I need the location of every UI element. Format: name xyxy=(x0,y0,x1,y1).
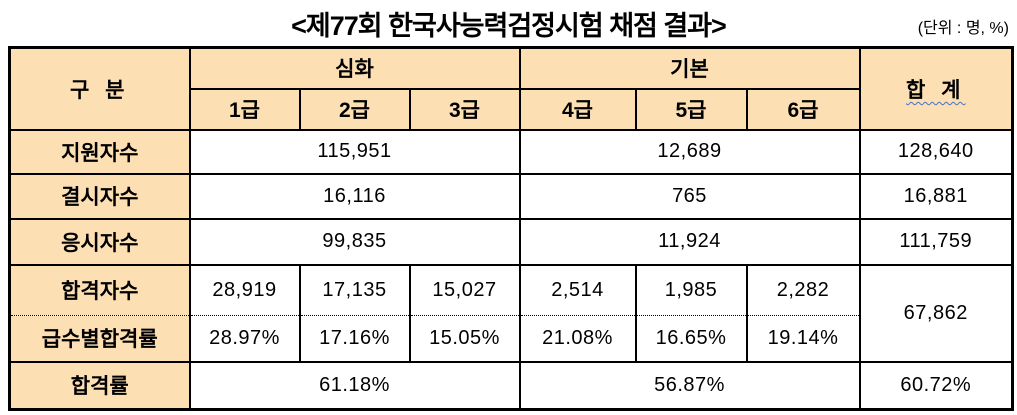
group-header-gibon: 기본 xyxy=(518,46,861,90)
passers-grade-5: 1,985 xyxy=(634,263,748,316)
group-header-row: 구 분 심화 기본 합 계 xyxy=(8,46,1014,131)
passers-grade-3: 15,027 xyxy=(408,263,521,316)
examinees-simhwa: 99,835 xyxy=(188,217,521,266)
page-title: <제77회 한국사능력검정시험 채점 결과> xyxy=(291,11,727,41)
passers-grade-1: 28,919 xyxy=(188,263,301,316)
pass-rate-grade-1: 28.97% xyxy=(188,315,301,363)
pass-rate-simhwa: 61.18% xyxy=(188,360,521,411)
pass-rate-grade-4: 21.08% xyxy=(518,315,637,363)
table-row-examinees: 응시자수 99,835 11,924 111,759 xyxy=(8,217,1014,266)
corner-header: 구 분 xyxy=(8,46,191,131)
col-header-grade-3: 3급 xyxy=(408,87,521,131)
passers-grade-4: 2,514 xyxy=(518,263,637,316)
table-row-pass-rate-by-grade: 급수별합격률 28.97% 17.16% 15.05% 21.08% 16.65… xyxy=(8,315,1013,363)
absentees-total: 16,881 xyxy=(858,172,1014,220)
table-row-passers: 합격자수 28,919 17,135 15,027 2,514 1,985 2,… xyxy=(8,263,1014,363)
row-label-examinees: 응시자수 xyxy=(8,217,191,266)
applicants-total: 128,640 xyxy=(858,128,1014,175)
col-header-grade-6: 6급 xyxy=(745,87,861,131)
col-header-grade-5: 5급 xyxy=(634,87,748,131)
pass-rate-grade-6: 19.14% xyxy=(745,315,861,363)
row-label-absentees: 결시자수 xyxy=(8,172,191,220)
table-row-applicants: 지원자수 115,951 12,689 128,640 xyxy=(8,128,1014,175)
passers-grade-2: 17,135 xyxy=(298,263,411,316)
table-row-absentees: 결시자수 16,116 765 16,881 xyxy=(8,172,1014,220)
total-header: 합 계 xyxy=(858,46,1014,131)
pass-rate-gibon: 56.87% xyxy=(518,360,861,411)
pass-rate-grade-2: 17.16% xyxy=(298,315,411,363)
examinees-gibon: 11,924 xyxy=(518,217,861,266)
pass-rate-grade-3: 15.05% xyxy=(408,315,521,363)
title-row: <제77회 한국사능력검정시험 채점 결과> xyxy=(0,4,1017,43)
row-label-pass-rate-by-grade: 급수별합격률 xyxy=(8,315,191,363)
results-table: 구 분 심화 기본 합 계 1급 2급 3급 4급 5급 6급 지원자수 115… xyxy=(8,46,1014,411)
col-header-grade-4: 4급 xyxy=(518,87,637,131)
total-header-label: 합 계 xyxy=(906,78,966,102)
grade-header-row: 1급 2급 3급 4급 5급 6급 xyxy=(10,87,1013,131)
group-header-simhwa: 심화 xyxy=(188,46,521,90)
col-header-grade-1: 1급 xyxy=(188,87,301,131)
pass-rate-total: 60.72% xyxy=(858,360,1014,411)
col-header-grade-2: 2급 xyxy=(298,87,411,131)
passers-grade-6: 2,282 xyxy=(745,263,861,316)
pass-rate-grade-5: 16.65% xyxy=(634,315,748,363)
applicants-gibon: 12,689 xyxy=(518,128,861,175)
row-label-pass-rate: 합격률 xyxy=(8,360,191,411)
absentees-simhwa: 16,116 xyxy=(188,172,521,220)
row-label-applicants: 지원자수 xyxy=(8,128,191,175)
unit-note: (단위 : 명, %) xyxy=(917,20,1009,37)
applicants-simhwa: 115,951 xyxy=(188,128,521,175)
absentees-gibon: 765 xyxy=(518,172,861,220)
examinees-total: 111,759 xyxy=(858,217,1014,266)
row-label-passers: 합격자수 xyxy=(8,263,191,316)
table-row-pass-rate: 합격률 61.18% 56.87% 60.72% xyxy=(8,360,1014,411)
passers-total: 67,862 xyxy=(858,263,1014,363)
